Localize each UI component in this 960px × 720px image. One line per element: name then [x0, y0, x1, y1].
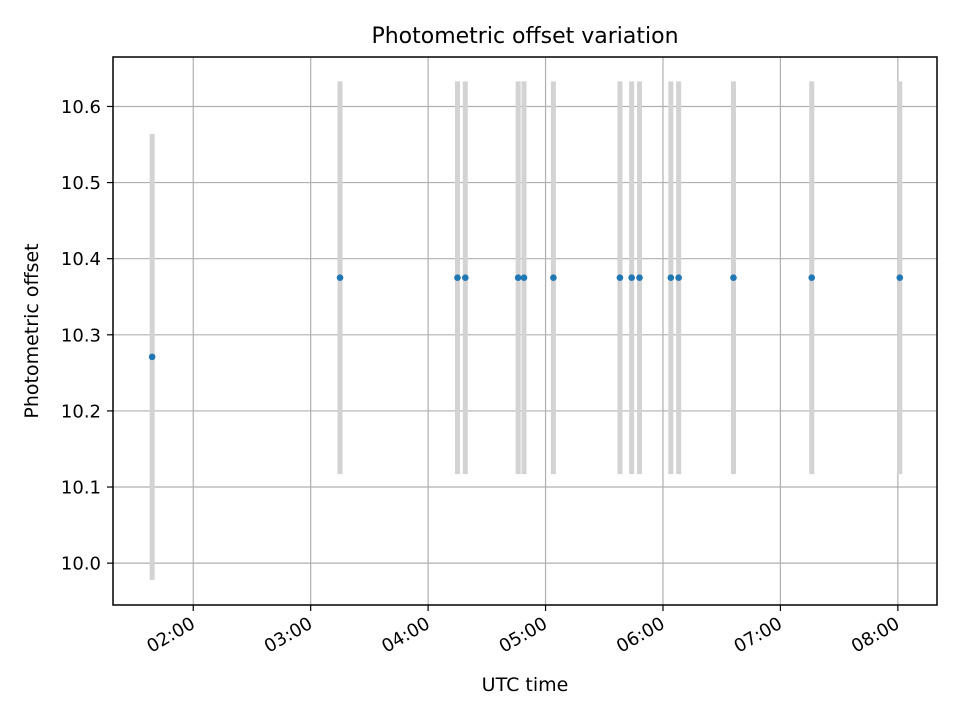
data-point: [896, 274, 904, 282]
y-tick-label: 10.6: [61, 97, 101, 118]
y-axis-label: Photometric offset: [21, 243, 43, 418]
x-axis-label: UTC time: [482, 674, 569, 696]
data-point: [628, 274, 635, 282]
data-point: [636, 274, 643, 282]
data-point: [616, 274, 624, 282]
data-point: [520, 274, 528, 282]
data-point: [675, 274, 682, 282]
data-point: [462, 274, 469, 282]
data-point: [808, 274, 816, 282]
data-points: [148, 274, 904, 361]
y-tick-label: 10.5: [61, 173, 101, 194]
chart-title: Photometric offset variation: [371, 24, 678, 49]
data-point: [514, 274, 522, 282]
data-point: [336, 274, 344, 282]
data-point: [550, 274, 557, 282]
y-tick-label: 10.1: [61, 478, 101, 499]
data-point: [667, 274, 675, 282]
y-tick-label: 10.0: [61, 554, 101, 575]
y-axis: 10.0 10.1 10.2 10.3 10.4 10.5 10.6: [61, 97, 113, 575]
y-tick-label: 10.3: [61, 325, 101, 346]
data-point: [148, 353, 156, 361]
plot-frame: [112, 56, 938, 606]
y-tick-label: 10.2: [61, 401, 101, 422]
data-point: [730, 274, 737, 282]
data-point: [454, 274, 461, 282]
y-tick-label: 10.4: [61, 249, 101, 270]
